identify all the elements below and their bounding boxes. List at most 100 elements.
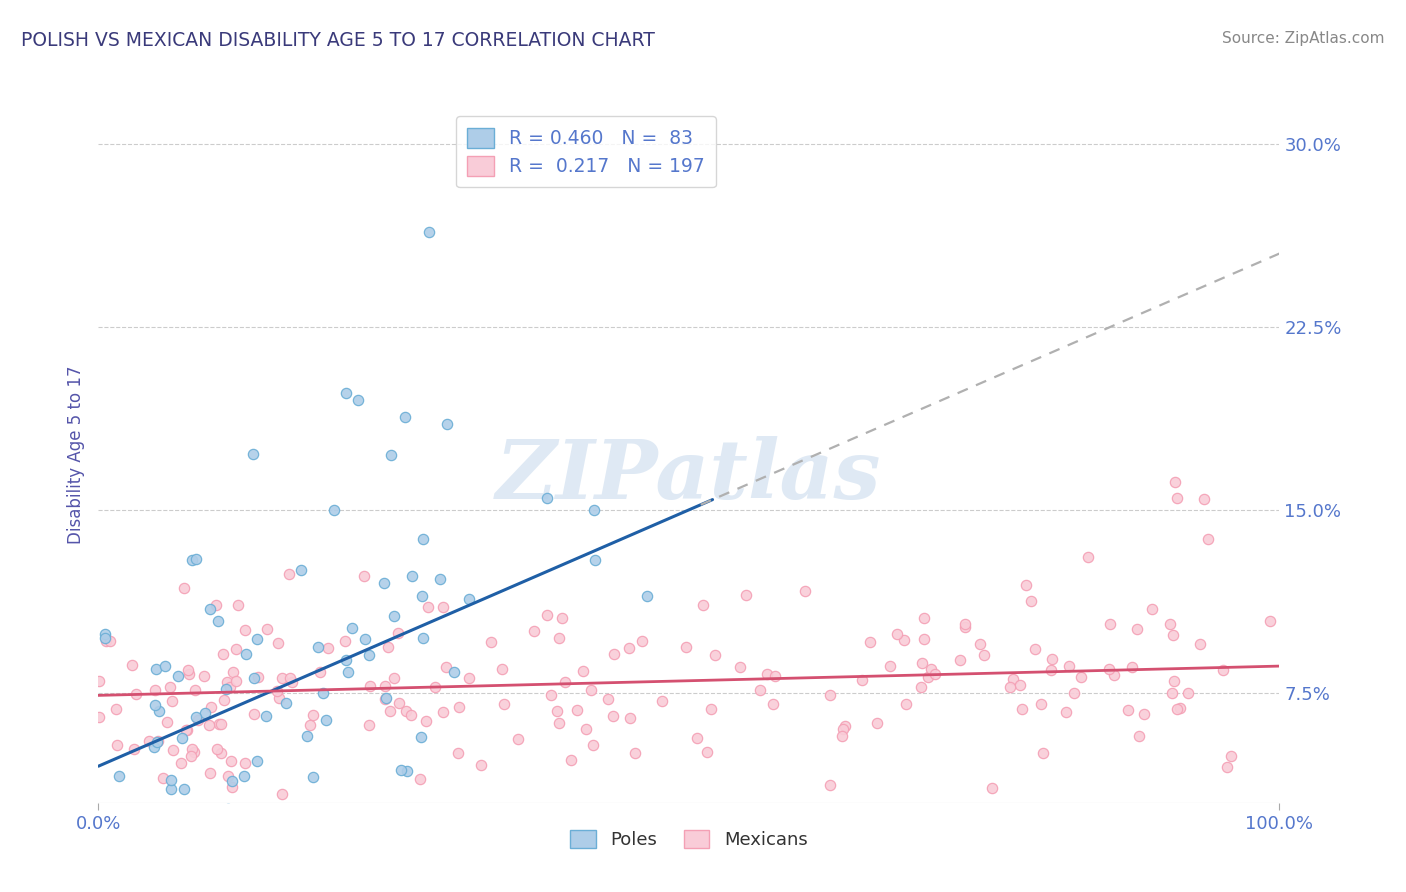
Point <box>215 682 238 697</box>
Point <box>233 624 256 638</box>
Point <box>217 675 239 690</box>
Point <box>395 704 418 718</box>
Point <box>396 764 419 778</box>
Point <box>87 674 110 689</box>
Point <box>160 694 183 708</box>
Point <box>124 687 146 701</box>
Point <box>217 802 239 816</box>
Point <box>242 706 264 721</box>
Point <box>1116 703 1139 717</box>
Point <box>340 621 363 635</box>
Point <box>218 680 240 694</box>
Point <box>755 666 778 681</box>
Point <box>917 670 939 684</box>
Point <box>630 634 652 648</box>
Point <box>217 769 239 783</box>
Point <box>973 648 995 662</box>
Point <box>506 731 529 746</box>
Point <box>969 637 991 651</box>
Point <box>181 553 204 567</box>
Point <box>1015 578 1038 592</box>
Point <box>920 662 942 676</box>
Point <box>432 600 454 615</box>
Point <box>651 694 673 708</box>
Point <box>374 679 396 693</box>
Point <box>246 754 269 768</box>
Point <box>696 745 718 759</box>
Point <box>160 808 183 822</box>
Text: ZIPatlas: ZIPatlas <box>496 436 882 516</box>
Point <box>924 667 946 681</box>
Point <box>418 225 440 239</box>
Point <box>200 699 222 714</box>
Point <box>401 707 423 722</box>
Point <box>1011 702 1033 716</box>
Point <box>359 679 381 693</box>
Point <box>1070 670 1092 684</box>
Point <box>1220 748 1243 763</box>
Point <box>221 774 243 789</box>
Point <box>818 688 841 702</box>
Point <box>910 680 932 694</box>
Point <box>409 772 432 786</box>
Point <box>212 693 235 707</box>
Point <box>177 663 200 677</box>
Point <box>1077 549 1099 564</box>
Point <box>560 753 582 767</box>
Point <box>267 690 290 705</box>
Point <box>582 739 605 753</box>
Point <box>953 617 976 632</box>
Point <box>536 607 558 622</box>
Point <box>581 683 603 698</box>
Point <box>522 624 544 639</box>
Point <box>281 675 304 690</box>
Point <box>1000 681 1022 695</box>
Point <box>1032 746 1054 760</box>
Point <box>1063 686 1085 700</box>
Point <box>479 635 502 649</box>
Point <box>221 808 243 822</box>
Point <box>394 410 416 425</box>
Point <box>912 611 935 625</box>
Point <box>219 754 242 768</box>
Point <box>208 717 231 731</box>
Point <box>1102 668 1125 682</box>
Point <box>353 632 375 647</box>
Point <box>187 714 209 728</box>
Point <box>412 631 434 645</box>
Point <box>278 671 301 685</box>
Point <box>1054 705 1077 719</box>
Point <box>198 718 221 732</box>
Point <box>1040 652 1063 666</box>
Point <box>183 808 205 822</box>
Point <box>142 740 165 755</box>
Legend: Poles, Mexicans: Poles, Mexicans <box>564 822 814 856</box>
Point <box>225 642 247 657</box>
Point <box>470 758 492 772</box>
Point <box>207 742 229 756</box>
Point <box>149 808 172 822</box>
Point <box>94 808 117 822</box>
Point <box>551 611 574 625</box>
Point <box>207 614 229 628</box>
Point <box>380 705 402 719</box>
Point <box>1192 491 1215 506</box>
Point <box>337 665 360 679</box>
Point <box>1170 700 1192 714</box>
Point <box>554 675 576 690</box>
Point <box>278 567 301 582</box>
Point <box>734 588 756 602</box>
Point <box>567 703 589 717</box>
Point <box>100 634 122 648</box>
Point <box>1010 678 1032 692</box>
Point <box>150 808 173 822</box>
Point <box>692 598 714 612</box>
Point <box>1133 707 1156 722</box>
Point <box>834 719 856 733</box>
Point <box>1121 660 1143 674</box>
Point <box>423 680 446 694</box>
Point <box>583 503 606 517</box>
Point <box>619 711 641 725</box>
Point <box>316 640 339 655</box>
Point <box>443 808 465 822</box>
